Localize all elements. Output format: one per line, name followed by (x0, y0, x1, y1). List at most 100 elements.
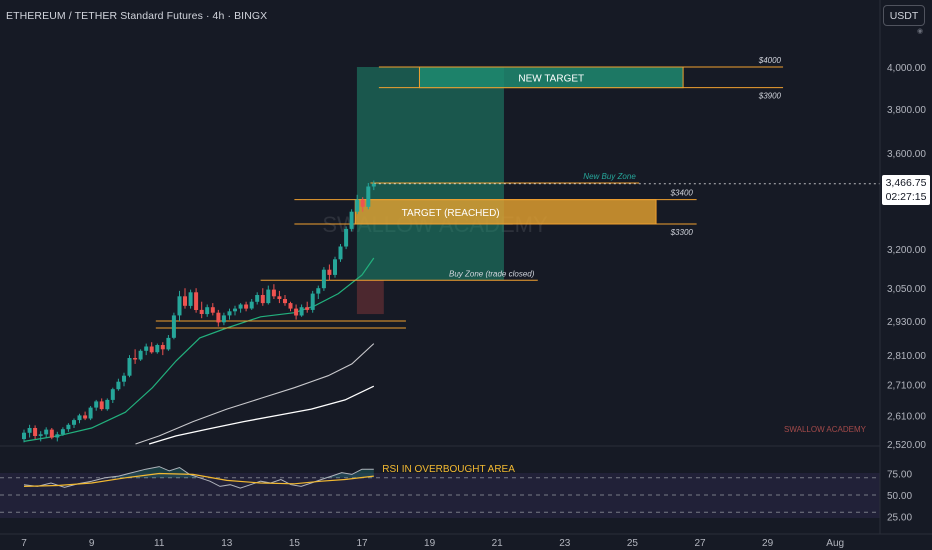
ma-mid-line (135, 343, 375, 445)
new-target-label: NEW TARGET (518, 73, 584, 84)
candle (144, 343, 149, 356)
price-tick: 2,710.00 (887, 381, 926, 392)
candle-body (122, 375, 126, 382)
candle (310, 290, 315, 313)
rsi-tick: 25.00 (887, 513, 912, 524)
candle-body (38, 434, 43, 436)
candle (94, 399, 99, 411)
candle-body (321, 269, 326, 289)
candle (321, 267, 326, 291)
time-tick: Aug (826, 538, 844, 549)
candle-body (199, 309, 204, 314)
candle-body (138, 350, 143, 360)
time-tick: 19 (424, 538, 436, 549)
target-reached-label: TARGET (REACHED) (402, 208, 500, 219)
candle (288, 301, 293, 312)
candle-body (371, 183, 376, 187)
candle-body (183, 296, 187, 306)
candle (33, 425, 38, 440)
candle (149, 342, 154, 354)
candlesticks[interactable] (22, 180, 376, 443)
candle-body (210, 307, 215, 313)
candle-body (66, 424, 71, 430)
candle (133, 349, 138, 364)
currency-button[interactable]: USDT (883, 5, 925, 26)
candle-body (171, 315, 176, 338)
scale-settings-icon[interactable]: ◉ (917, 28, 924, 35)
candle-body (271, 289, 276, 297)
position-profit-zone (356, 67, 504, 281)
new-target-box (418, 66, 684, 89)
candle (277, 290, 282, 304)
candle (266, 285, 271, 305)
label-3900: $3900 (758, 92, 782, 101)
candle (99, 398, 104, 411)
candle (177, 290, 182, 321)
candle-body (333, 259, 337, 275)
price-tick: 3,800.00 (887, 105, 926, 116)
price-tick: 3,600.00 (887, 149, 926, 160)
candle (171, 312, 176, 340)
rsi-ma-line (23, 472, 374, 487)
candle-body (305, 307, 310, 310)
candle (22, 429, 26, 443)
candle-body (105, 399, 110, 410)
rsi-indicator[interactable]: RSI IN OVERBOUGHT AREA (0, 464, 880, 513)
position-tool[interactable] (356, 67, 504, 315)
candle (283, 295, 287, 306)
candle-body (155, 345, 160, 353)
candle (244, 301, 249, 312)
candle (249, 299, 254, 310)
candle-body (266, 289, 271, 304)
candle-body (44, 429, 49, 435)
candle-body (27, 428, 32, 433)
candle (110, 387, 115, 403)
candle-body (221, 315, 226, 323)
candle-body (77, 415, 82, 421)
candle (233, 305, 237, 316)
candle-body (260, 295, 265, 304)
price-tick: 2,810.00 (887, 351, 926, 362)
candle-body (194, 292, 199, 310)
candle-body (299, 307, 304, 316)
zone-annotations[interactable]: NEW TARGET $4000 $3900 New Buy Zone TARGET (… (155, 56, 880, 329)
target-reached-box (354, 199, 657, 225)
candle (221, 312, 226, 326)
candle-body (110, 389, 115, 400)
time-tick: 25 (627, 538, 639, 549)
candle (216, 309, 221, 327)
candle-body (294, 308, 299, 316)
candle-body (244, 304, 249, 309)
candle (344, 226, 349, 250)
candle-body (127, 358, 132, 376)
candle (194, 288, 199, 313)
candle (210, 303, 215, 316)
price-tick: 3,050.00 (887, 284, 926, 295)
candle-body (360, 199, 365, 207)
label-3300: $3300 (670, 228, 694, 237)
candle (155, 343, 160, 354)
candle-body (216, 312, 221, 323)
candle-body (327, 269, 332, 275)
last-price-label: 3,466.75 02:27:15 (882, 175, 930, 205)
new-buy-zone-label: New Buy Zone (583, 172, 636, 181)
time-tick: 17 (356, 538, 368, 549)
candle (116, 378, 121, 391)
price-tick: 2,610.00 (887, 411, 926, 422)
time-tick: 21 (492, 538, 504, 549)
candle (122, 372, 126, 387)
candle-body (99, 401, 104, 410)
candle (327, 264, 332, 281)
candle-body (88, 407, 93, 419)
candle-body (83, 415, 88, 419)
candle-body (288, 303, 293, 309)
candle (255, 292, 260, 305)
position-loss-zone (356, 280, 384, 315)
rsi-tick: 50.00 (887, 491, 912, 502)
candle-body (160, 345, 165, 350)
candle (299, 304, 304, 317)
candle (83, 411, 88, 421)
